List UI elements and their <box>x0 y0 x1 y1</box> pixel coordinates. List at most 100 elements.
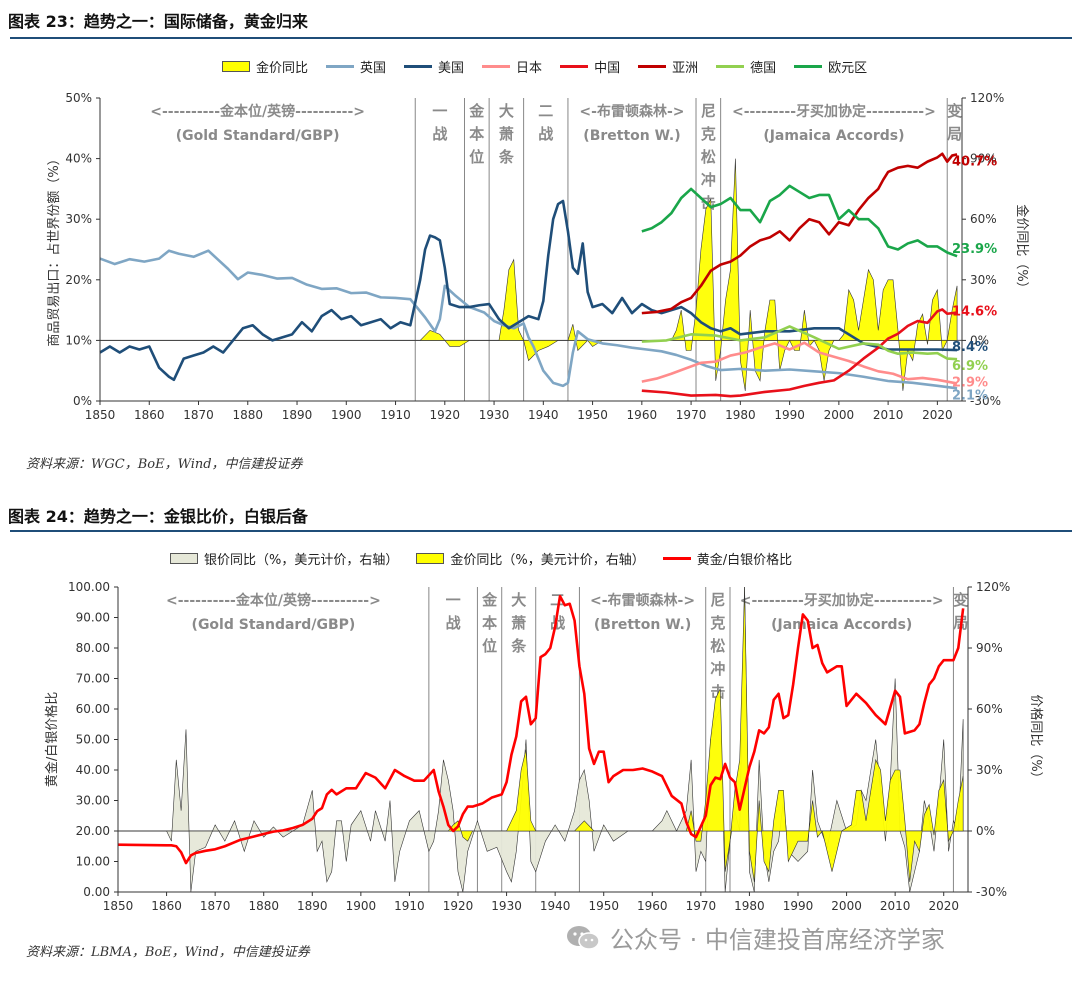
legend-label: 德国 <box>750 61 777 76</box>
era-label: (Jamaica Accords) <box>763 128 904 144</box>
era-label: 战 <box>446 614 461 632</box>
x-tick-label: 1940 <box>528 408 559 422</box>
x-tick-label: 1970 <box>686 899 717 913</box>
era-label: 本 <box>469 125 484 143</box>
legend-swatch <box>404 65 433 68</box>
era-label: 变 <box>947 102 962 120</box>
y2-axis-title: 金价同比（%） <box>1014 204 1030 294</box>
era-label: 条 <box>510 637 527 655</box>
x-tick-label: 2010 <box>873 408 904 422</box>
right-tick-label: 120% <box>976 580 1010 594</box>
legend-swatch <box>662 557 691 560</box>
legend-item: 金价同比（%，美元计价，右轴） <box>416 549 645 568</box>
right-tick-label: -30% <box>970 394 1001 408</box>
legend-label: 银价同比（%，美元计价，右轴） <box>204 553 399 568</box>
x-tick-label: 1860 <box>151 899 182 913</box>
era-label: (Bretton W.) <box>594 617 691 633</box>
era-label: <-布雷顿森林-> <box>579 103 684 120</box>
legend-item: 银价同比（%，美元计价，右轴） <box>170 549 398 568</box>
legend-swatch <box>716 65 745 68</box>
era-label: 尼 <box>701 102 716 120</box>
x-tick-label: 1920 <box>430 408 461 422</box>
legend-label: 美国 <box>438 61 465 76</box>
figure2-title: 图表 24：趋势之一：金银比价，白银后备 <box>8 507 308 526</box>
right-tick-label: 30% <box>976 763 1003 777</box>
x-tick-label: 2000 <box>824 408 855 422</box>
series-area <box>118 586 964 882</box>
era-label: (Bretton W.) <box>583 128 680 144</box>
x-tick-label: 1930 <box>491 899 522 913</box>
x-tick-label: 1950 <box>577 408 608 422</box>
era-label: (Gold Standard/GBP) <box>192 617 356 633</box>
era-label: 金 <box>468 102 485 120</box>
era-label: <---------牙买加协定----------> <box>732 103 936 120</box>
era-label: 松 <box>710 637 725 655</box>
legend-swatch <box>560 65 589 68</box>
legend-item: 美国 <box>404 57 464 76</box>
legend-item: 欧元区 <box>794 57 867 76</box>
end-value-label: 40.7% <box>952 154 997 169</box>
figure1-chart: <----------金本位/英镑----------> (Gold Standa… <box>47 91 1030 422</box>
x-tick-label: 1910 <box>380 408 411 422</box>
era-label: 金 <box>481 591 498 609</box>
legend-label: 日本 <box>516 61 543 76</box>
figure1-title-rule <box>10 37 1072 39</box>
legend-item: 金价同比 <box>222 57 308 76</box>
era-label: 大 <box>499 102 514 120</box>
era-label: 尼 <box>710 591 725 609</box>
x-tick-label: 1890 <box>282 408 313 422</box>
legend-label: 金价同比（%，美元计价，右轴） <box>450 553 645 568</box>
x-tick-label: 1920 <box>443 899 474 913</box>
left-tick-label: 20% <box>65 273 92 287</box>
legend-swatch <box>416 553 445 564</box>
x-tick-label: 1850 <box>103 899 134 913</box>
series-line <box>99 199 958 382</box>
legend-item: 日本 <box>482 57 542 76</box>
left-tick-label: 30.00 <box>76 794 110 808</box>
series-line <box>641 184 958 258</box>
x-tick-label: 1880 <box>232 408 263 422</box>
era-label: 一 <box>446 591 461 609</box>
end-value-label: 14.6% <box>952 305 997 320</box>
figure1-legend: 金价同比 英国 美国 日本 中国 亚洲 德国 欧元区 <box>222 57 885 76</box>
era-label: (Gold Standard/GBP) <box>176 128 340 144</box>
end-value-label: 6.9% <box>952 359 988 374</box>
x-tick-label: 1950 <box>588 899 619 913</box>
era-label: <----------金本位/英镑----------> <box>166 592 381 609</box>
left-tick-label: 20.00 <box>76 824 110 838</box>
x-tick-label: 1980 <box>734 899 765 913</box>
series-line <box>641 325 958 361</box>
figure2-legend: 银价同比（%，美元计价，右轴） 金价同比（%，美元计价，右轴） 黄金/白银价格比 <box>170 549 810 568</box>
x-tick-label: 1960 <box>637 899 668 913</box>
era-label: 变 <box>953 591 968 609</box>
right-tick-label: 30% <box>970 273 997 287</box>
legend-item: 黄金/白银价格比 <box>662 549 793 568</box>
era-label: 二 <box>538 102 553 120</box>
x-tick-label: 1850 <box>85 408 116 422</box>
era-label: 二 <box>550 591 565 609</box>
left-tick-label: 0% <box>73 394 92 408</box>
right-tick-label: 120% <box>970 91 1004 105</box>
end-value-label: 2.1% <box>952 388 988 403</box>
end-value-label: 8.4% <box>952 340 988 355</box>
era-label: 本 <box>482 614 497 632</box>
era-label: 萧 <box>499 125 514 143</box>
figure1-title: 图表 23：趋势之一：国际储备，黄金归来 <box>8 12 308 31</box>
x-tick-label: 1870 <box>183 408 214 422</box>
legend-label: 欧元区 <box>828 61 868 76</box>
left-tick-label: 10.00 <box>76 855 110 869</box>
legend-label: 黄金/白银价格比 <box>696 553 793 568</box>
x-tick-label: 2000 <box>831 899 862 913</box>
left-tick-label: 40% <box>65 152 92 166</box>
era-label: 一 <box>432 102 447 120</box>
end-value-label: 2.9% <box>952 375 988 390</box>
x-tick-label: 1870 <box>200 899 231 913</box>
era-label: 战 <box>538 125 553 143</box>
x-tick-label: 1900 <box>346 899 377 913</box>
x-tick-label: 1890 <box>297 899 328 913</box>
figure2-title-rule <box>10 530 1072 532</box>
legend-swatch <box>794 65 823 68</box>
y-axis-title: 黄金/白银价格比 <box>44 692 60 787</box>
series-line <box>641 308 958 398</box>
legend-swatch <box>222 61 250 72</box>
